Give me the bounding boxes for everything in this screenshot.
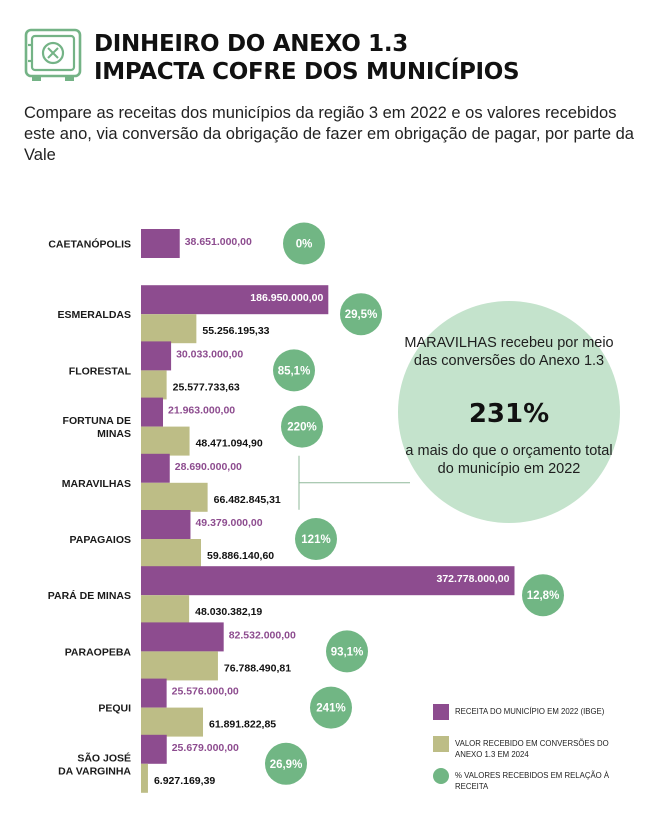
receita-bar xyxy=(141,622,224,652)
receita-value-label: 25.679.000,00 xyxy=(172,742,239,754)
percent-label: 220% xyxy=(287,422,316,434)
category-label: PARAOPEBA xyxy=(65,646,132,658)
category-label: FLORESTAL xyxy=(69,365,132,377)
percent-circle xyxy=(273,349,315,392)
legend-swatch-percent xyxy=(433,768,449,784)
percent-label: 0% xyxy=(296,239,313,251)
valor-value-label: 48.471.094,90 xyxy=(196,438,263,450)
category-label: FORTUNA DE MINAS xyxy=(63,415,131,440)
receita-bar xyxy=(141,734,167,764)
receita-value-label: 186.950.000,00 xyxy=(250,292,323,304)
valor-bar xyxy=(141,595,190,625)
valor-bar xyxy=(141,426,190,456)
percent-label: 121% xyxy=(301,534,330,546)
receita-value-label: 49.379.000,00 xyxy=(195,517,262,529)
legend-item-receita: RECEITA DO MUNICÍPIO EM 2022 (IBGE) xyxy=(433,704,633,736)
percent-circle xyxy=(326,630,368,673)
percent-label: 93,1% xyxy=(331,646,364,658)
receita-value-label: 82.532.000,00 xyxy=(229,629,296,641)
legend: RECEITA DO MUNICÍPIO EM 2022 (IBGE) VALO… xyxy=(433,704,633,800)
valor-value-label: 6.927.169,39 xyxy=(154,775,215,787)
valor-value-label: 76.788.490,81 xyxy=(224,662,291,674)
category-label: SÃO JOSÉ DA VARGINHA xyxy=(58,751,131,777)
category-label: MARAVILHAS xyxy=(62,478,131,490)
percent-circle xyxy=(283,222,325,265)
receita-value-label: 30.033.000,00 xyxy=(176,348,243,360)
title-line-1: DINHEIRO DO ANEXO 1.3 xyxy=(94,31,409,57)
legend-item-valor: VALOR RECEBIDO EM CONVERSÕES DO ANEXO 1.… xyxy=(433,736,633,768)
receita-value-label: 25.576.000,00 xyxy=(172,686,239,698)
callout-top-text: MARAVILHAS recebeu por meio das conversõ… xyxy=(404,335,614,369)
legend-item-percent: % VALORES RECEBIDOS EM RELAÇÃO À RECEITA xyxy=(433,768,633,800)
callout-bottom-text: a mais do que o orçamento total do munic… xyxy=(405,443,613,477)
valor-value-label: 66.482.845,31 xyxy=(214,494,281,506)
receita-bar xyxy=(141,229,180,258)
percent-circle xyxy=(522,574,564,617)
valor-value-label: 25.577.733,63 xyxy=(173,381,240,393)
category-label: ESMERALDAS xyxy=(57,309,131,321)
legend-swatch-valor xyxy=(433,736,449,752)
percent-label: 85,1% xyxy=(278,365,311,377)
receita-value-label: 38.651.000,00 xyxy=(185,236,252,248)
percent-label: 241% xyxy=(316,703,345,715)
receita-bar xyxy=(141,566,515,596)
percent-circle xyxy=(281,405,323,448)
safe-icon xyxy=(24,28,82,81)
valor-value-label: 61.891.822,85 xyxy=(209,719,276,731)
valor-bar xyxy=(141,314,197,344)
valor-value-label: 48.030.382,19 xyxy=(195,606,262,618)
percent-circle xyxy=(310,686,352,729)
header: DINHEIRO DO ANEXO 1.3 IMPACTA COFRE DOS … xyxy=(24,24,644,94)
legend-label-valor: VALOR RECEBIDO EM CONVERSÕES DO ANEXO 1.… xyxy=(455,739,609,759)
valor-value-label: 59.886.140,60 xyxy=(207,550,274,562)
receita-bar xyxy=(141,397,164,427)
percent-label: 26,9% xyxy=(270,759,303,771)
callout-percent: 231% xyxy=(468,399,550,429)
receita-value-label: 372.778.000,00 xyxy=(437,573,510,585)
percent-circle xyxy=(340,293,382,336)
valor-bar xyxy=(141,539,202,568)
title-line-2: IMPACTA COFRE DOS MUNICÍPIOS xyxy=(94,59,520,85)
percent-circle xyxy=(265,742,307,785)
category-label: PAPAGAIOS xyxy=(70,534,131,546)
legend-label-percent: % VALORES RECEBIDOS EM RELAÇÃO À RECEITA xyxy=(455,771,610,791)
percent-label: 29,5% xyxy=(345,309,378,321)
category-label: CAETANÓPOLIS xyxy=(48,238,131,251)
receita-bar xyxy=(141,510,191,539)
valor-bar xyxy=(141,482,208,512)
receita-bar xyxy=(141,678,167,708)
receita-bar xyxy=(141,453,170,483)
valor-bar xyxy=(141,707,204,737)
receita-value-label: 21.963.000,00 xyxy=(168,405,235,417)
category-label: PEQUI xyxy=(98,703,131,715)
callout-circle: MARAVILHAS recebeu por meio das conversõ… xyxy=(398,301,620,523)
receita-bar xyxy=(141,341,172,371)
legend-label-receita: RECEITA DO MUNICÍPIO EM 2022 (IBGE) xyxy=(455,707,605,716)
subtitle: Compare as receitas dos municípios da re… xyxy=(24,104,634,164)
legend-swatch-receita xyxy=(433,704,449,720)
receita-value-label: 28.690.000,00 xyxy=(175,461,242,473)
valor-bar xyxy=(141,651,218,681)
percent-circle xyxy=(295,518,337,560)
valor-value-label: 55.256.195,33 xyxy=(202,325,269,337)
valor-bar xyxy=(141,763,148,793)
category-label: PARÁ DE MINAS xyxy=(48,589,131,602)
percent-label: 12,8% xyxy=(527,590,560,602)
receita-bar xyxy=(141,285,329,315)
page-title: DINHEIRO DO ANEXO 1.3 IMPACTA COFRE DOS … xyxy=(94,30,654,86)
valor-bar xyxy=(141,370,167,400)
